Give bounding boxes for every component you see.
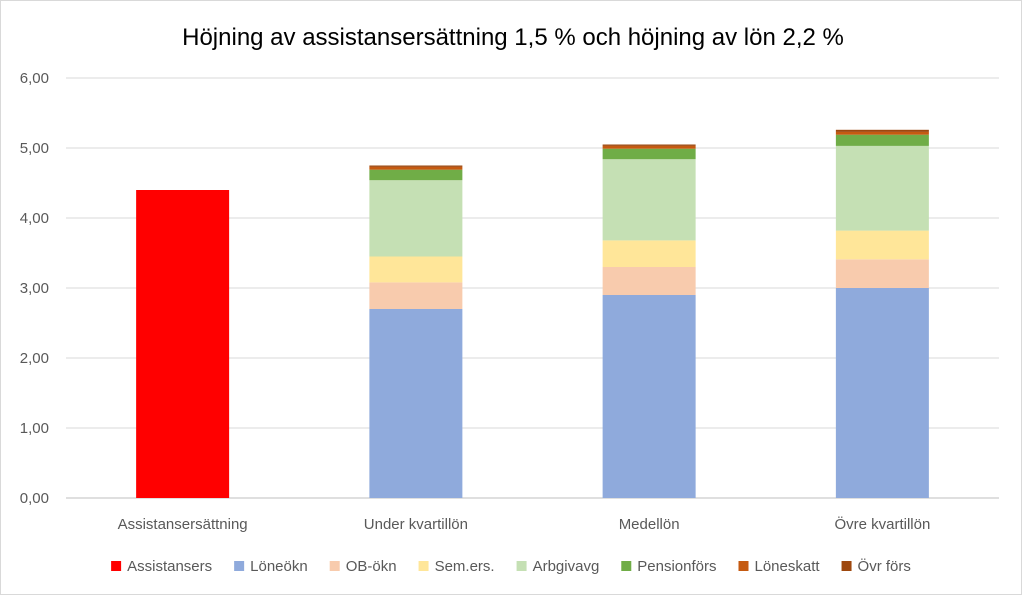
legend-label: OB-ökn	[346, 558, 397, 575]
y-tick-label: 0,00	[20, 490, 49, 507]
legend-item: Pensionförs	[621, 558, 717, 575]
bar-segment	[835, 129, 929, 132]
legend-label: Löneskatt	[755, 558, 821, 575]
bars	[136, 129, 929, 498]
bar-segment	[602, 148, 696, 160]
bar-segment	[602, 144, 696, 146]
legend-item: Övr förs	[841, 557, 911, 575]
x-category-label: Under kvartillön	[364, 516, 468, 533]
legend-swatch	[234, 561, 245, 571]
bar-segment	[835, 145, 929, 231]
bar-segment	[136, 190, 230, 498]
bar-segment	[369, 180, 463, 257]
legend-item: Löneskatt	[738, 558, 821, 575]
bar-segment	[602, 267, 696, 295]
bar-segment	[835, 131, 929, 135]
legend-swatch	[418, 561, 429, 571]
bar-segment	[369, 166, 463, 170]
bar-segment	[835, 134, 929, 146]
y-tick-label: 4,00	[20, 210, 49, 227]
bar-segment	[369, 282, 463, 309]
bar-segment	[602, 159, 696, 241]
y-axis-ticks: 0,00 1,00 2,00 3,00 4,00 5,00 6,00	[20, 70, 49, 507]
y-tick-label: 3,00	[20, 280, 49, 297]
legend-label: Övr förs	[858, 557, 911, 575]
legend-swatch	[111, 561, 122, 571]
legend-item: Löneökn	[234, 558, 308, 575]
bar-segment	[369, 309, 463, 498]
legend-swatch	[841, 561, 852, 571]
y-tick-label: 5,00	[20, 140, 49, 157]
legend-label: Arbgivavg	[533, 558, 600, 575]
legend-label: Sem.ers.	[435, 558, 495, 575]
legend-item: Assistansers	[111, 558, 212, 575]
legend-label: Assistansers	[127, 558, 212, 575]
legend-item: Sem.ers.	[418, 558, 495, 575]
bar-segment	[602, 240, 696, 267]
legend-label: Löneökn	[250, 558, 308, 575]
bar-segment	[835, 230, 929, 260]
legend-swatch	[738, 561, 749, 571]
bar-segment	[369, 256, 463, 283]
bar-segment	[835, 288, 929, 498]
legend: Assistansers Löneökn OB-ökn Sem.ers. Arbgiva…	[111, 557, 911, 575]
legend-swatch	[621, 561, 632, 571]
legend-item: Arbgivavg	[516, 558, 600, 575]
bar-segment	[602, 145, 696, 149]
legend-swatch	[516, 561, 527, 571]
y-tick-label: 2,00	[20, 350, 49, 367]
x-category-label: Medellön	[619, 516, 680, 533]
legend-swatch	[329, 561, 340, 571]
legend-label: Pensionförs	[637, 558, 716, 575]
bar-segment	[369, 169, 463, 181]
legend-item: OB-ökn	[329, 558, 397, 575]
x-axis-categories: Assistansersättning Under kvartillön Medel…	[118, 515, 931, 533]
bar-segment	[602, 295, 696, 498]
x-category-label: Assistansersättning	[118, 516, 248, 533]
y-tick-label: 1,00	[20, 420, 49, 437]
chart-title: Höjning av assistansersättning 1,5 % och…	[182, 24, 844, 51]
y-tick-label: 6,00	[20, 70, 49, 87]
bar-segment	[835, 259, 929, 288]
bar-segment	[369, 165, 463, 167]
x-category-label: Övre kvartillön	[834, 515, 930, 533]
